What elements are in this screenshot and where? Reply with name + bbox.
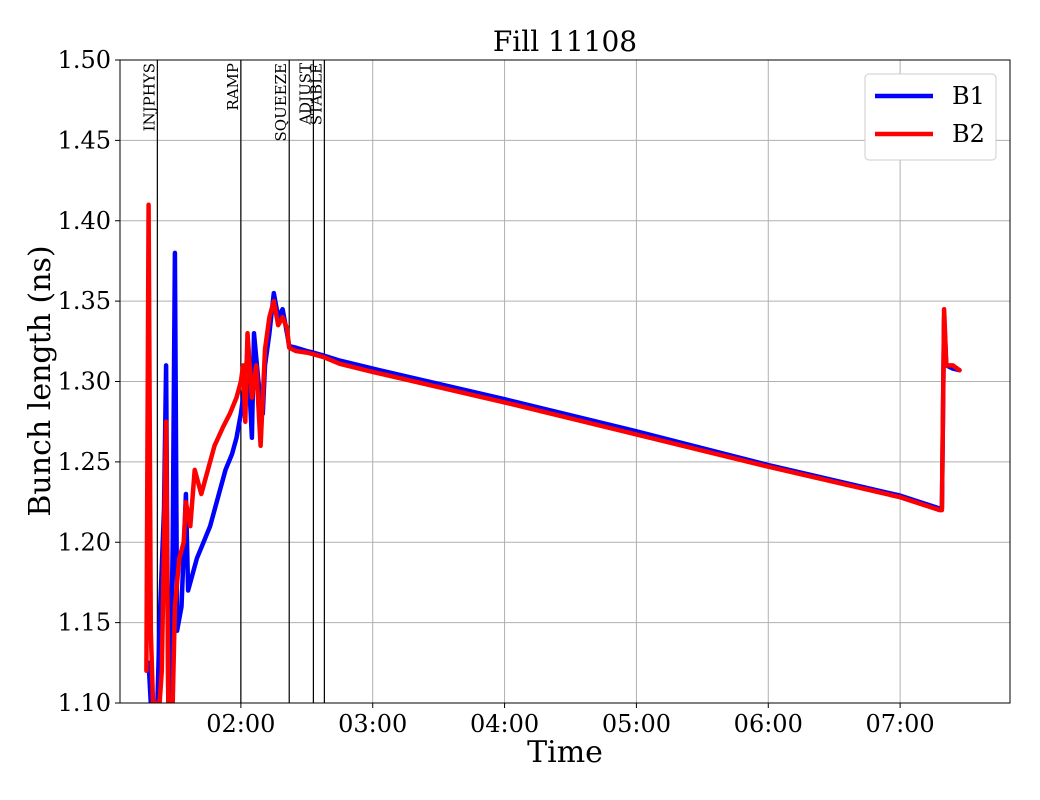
phase-label-injphys: INJPHYS	[140, 63, 158, 131]
y-tick-label: 1.25	[58, 448, 111, 476]
y-tick-label: 1.50	[58, 46, 111, 74]
x-tick-label: 03:00	[338, 710, 407, 738]
x-tick-label: 06:00	[734, 710, 803, 738]
x-axis-label: Time	[527, 735, 603, 770]
y-axis-label: Bunch length (ns)	[23, 245, 58, 516]
x-tick-label: 04:00	[470, 710, 539, 738]
series-lines	[144, 202, 962, 703]
phase-label-adjust: ADJUST	[296, 63, 314, 126]
y-tick-label: 1.45	[58, 126, 111, 154]
chart-title: Fill 11108	[493, 25, 637, 58]
series-line-b1	[146, 250, 962, 703]
legend-label-b2: B2	[952, 120, 985, 148]
y-tick-label: 1.40	[58, 207, 111, 235]
grid-lines	[120, 59, 1010, 704]
series-line-b2	[144, 202, 962, 703]
y-tick-label: 1.15	[58, 609, 111, 637]
axis-ticks: 02:00 03:00 04:00 05:00 06:00 07:00 1.10 1.15 1.…	[58, 46, 935, 738]
x-tick-label: 02:00	[206, 710, 275, 738]
y-tick-label: 1.35	[58, 287, 111, 315]
phase-label-ramp: RAMP	[224, 63, 242, 111]
legend-label-b1: B1	[952, 82, 985, 110]
y-tick-label: 1.20	[58, 528, 111, 556]
y-tick-label: 1.10	[58, 689, 111, 717]
y-tick-label: 1.30	[58, 368, 111, 396]
phase-label-squeeze: SQUEEZE	[272, 63, 290, 142]
x-tick-label: 05:00	[602, 710, 671, 738]
phase-label-stable: STABLE	[307, 63, 325, 125]
x-tick-label: 07:00	[866, 710, 935, 738]
